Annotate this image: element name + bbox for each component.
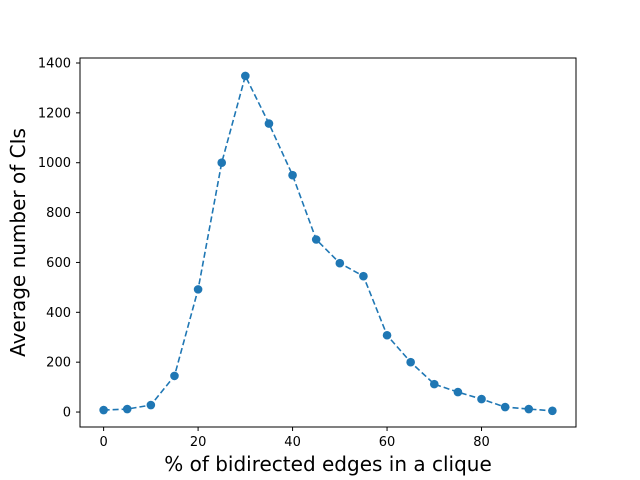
data-point — [335, 258, 345, 268]
y-tick-label: 600 — [46, 256, 71, 271]
y-tick-label: 1200 — [38, 106, 71, 121]
data-point — [359, 271, 368, 281]
x-tick-label: 80 — [473, 435, 490, 450]
y-tick-label: 200 — [46, 356, 71, 371]
series-line — [103, 73, 553, 412]
data-point — [311, 235, 321, 244]
data-point — [382, 330, 392, 340]
x-axis-title: % of bidirected edges in a clique — [164, 452, 492, 476]
y-axis-ticks: 0 200 400 600 800 1000 1200 1400 — [38, 56, 80, 421]
data-point — [99, 405, 108, 415]
y-axis-title: Average number of CIs — [6, 128, 30, 357]
data-point — [548, 406, 557, 416]
data-point — [524, 404, 534, 414]
x-tick-label: 60 — [379, 435, 396, 450]
x-tick-label: 20 — [190, 435, 207, 450]
y-tick-label: 1400 — [38, 56, 71, 71]
data-point — [406, 357, 415, 367]
plot-frame — [79, 57, 577, 428]
y-tick-label: 0 — [63, 406, 71, 421]
data-point — [264, 119, 274, 128]
y-tick-label: 400 — [46, 306, 71, 321]
data-point — [429, 379, 439, 389]
x-tick-label: 0 — [99, 435, 107, 450]
data-point — [146, 400, 156, 410]
data-point — [500, 402, 510, 412]
data-point — [217, 158, 227, 168]
y-tick-label: 800 — [46, 206, 71, 221]
data-point — [170, 371, 179, 381]
data-point — [241, 71, 250, 81]
data-point — [288, 170, 297, 180]
data-point — [453, 387, 463, 397]
data-point — [122, 404, 132, 414]
y-tick-label: 1000 — [38, 156, 71, 171]
data-point — [193, 285, 203, 294]
plot-content — [99, 71, 557, 416]
data-point — [477, 394, 486, 404]
x-axis-ticks: 0 20 40 60 80 — [99, 427, 490, 450]
x-tick-label: 40 — [284, 435, 301, 450]
